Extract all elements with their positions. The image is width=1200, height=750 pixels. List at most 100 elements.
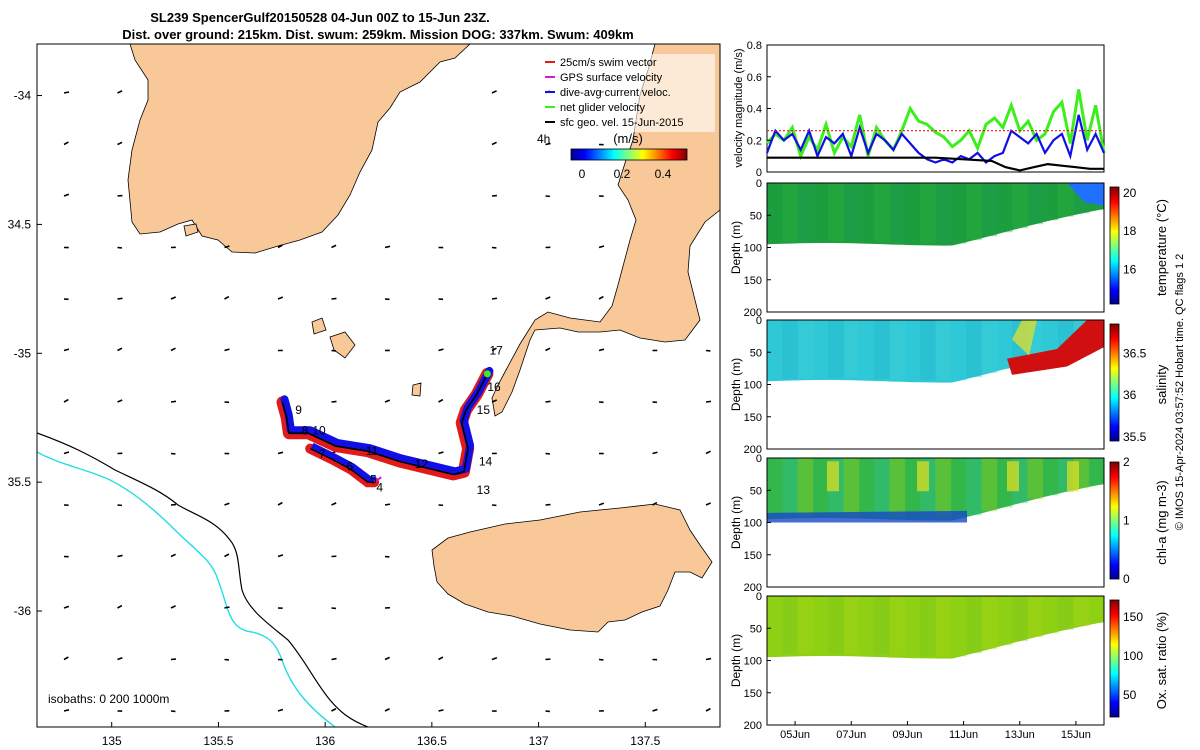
map-x-tick-label: 137.5 [630,734,660,748]
geo-arrow [224,553,230,558]
section-field-stripe [874,596,890,655]
section-y-label: Depth (m) [729,496,743,549]
velocity-y-tick-label: 0.4 [747,104,762,116]
figure-title-line2: Dist. over ground: 215km. Dist. swum: 25… [122,27,634,42]
section-field-stripe [858,596,875,655]
section-y-tick-label: 200 [744,720,762,732]
geo-arrow [63,398,69,403]
colorbar-gradient [570,148,688,161]
section-field-stripe [767,183,783,243]
section-field-stripe [782,183,799,242]
section-field-stripe [767,320,783,380]
section-y-label: Depth (m) [729,358,743,411]
day-marker-label: 12 [415,457,429,471]
geo-arrow [598,295,604,300]
geo-arrow [224,245,230,249]
geo-arrow [117,554,123,558]
dive-avg-current-branch [310,442,377,483]
geo-arrow [705,502,712,506]
geo-arrow [384,503,391,506]
section-field-stripe [828,320,845,378]
map-y-tick-label: -35 [14,346,32,360]
section-y-tick-label: 50 [750,210,762,222]
day-marker-label: 13 [477,483,491,497]
geo-arrow [224,348,230,352]
glider-track [276,366,494,488]
section-field-stripe [813,320,829,379]
geo-arrow [224,502,230,506]
glider-track-branch-line [309,447,375,483]
legend-label: net glider velocity [560,102,645,114]
geo-arrow [384,245,391,249]
section-x-tick-label: 05Jun [780,729,810,741]
map-x-ticks: 135 135.5 136 136.5 137 137.5 [102,722,661,748]
day-marker-label: 9 [295,403,302,417]
geo-arrow [652,451,658,455]
day-marker-label: 4 [376,480,383,494]
section-field-stripe [1073,596,1090,627]
day-marker-label: 14 [479,455,493,469]
section-field-stripe [843,320,860,379]
velocity-y-tick-label: 0 [756,167,762,179]
geo-arrow [705,450,711,455]
land-islands [183,223,422,397]
geo-arrow [384,708,390,712]
section-field-stripe [1012,596,1028,642]
geo-arrow [760,400,765,402]
geo-arrow [170,400,177,403]
chl-high-patch [917,461,929,492]
geo-arrow [705,400,712,403]
velocity-panel: 0 0.2 0.4 0.6 0.8 velocity magnitude (m/s) [733,40,1106,179]
section-field-stripe [1088,596,1105,623]
day-marker-label: 8 [302,424,309,438]
legend-label: dive-avg current veloc. [560,87,671,99]
section-field-stripe [904,183,921,243]
geo-arrow [705,657,712,661]
map-colorbar: 4h (m/s) 0 0.2 0.4 [537,131,688,181]
section-y-tick-label: 150 [744,688,762,700]
geo-arrow [63,605,70,609]
section-colorbar-label: Ox. sat. ratio (%) [1154,612,1169,710]
section-colorbar-tick: 150 [1123,610,1143,624]
section-x-tick-label: 07Jun [836,729,866,741]
geo-arrow [117,297,123,300]
land-eyre-peninsula [127,44,471,254]
section-field-stripe [920,596,936,657]
geo-arrow [598,245,605,249]
section-y-tick-label: 50 [750,347,762,359]
section-colorbar-tick: 18 [1123,224,1137,238]
section-field-stripe [782,458,799,517]
section-field-stripe [1058,183,1074,217]
section-field-stripe [858,458,875,517]
geo-arrow [170,605,176,609]
section-y-tick-label: 0 [756,178,762,190]
section-field-stripe [874,320,890,379]
map-y-tick-label: 35.5 [8,475,32,489]
chl-high-patch [1007,461,1019,492]
section-y-tick-label: 0 [756,591,762,603]
geo-arrow [545,400,551,403]
section-y-tick-label: 100 [744,243,762,255]
map-y-tick-label: -36 [14,604,32,618]
map-x-tick-label: 135.5 [203,734,233,748]
geo-arrow [384,399,391,403]
section-field-stripe [981,320,998,374]
geo-arrow [438,451,444,455]
section-field-stripe [981,183,998,237]
section-field-stripe [1027,596,1044,638]
qc-timestamp-note: © IMOS 15-Apr-2024 03:57:52 Hobart time.… [1174,254,1186,531]
chl-high-patch [1067,461,1079,492]
section-colorbar [1109,461,1120,580]
section-y-tick-label: 100 [744,518,762,530]
geo-arrow [117,347,123,352]
velocity-series-line [765,114,1106,164]
geo-arrow [598,348,605,352]
geo-arrow [438,656,444,661]
section-colorbar-label: temperature (°C) [1154,199,1169,296]
section-field-stripe [935,320,952,381]
section-field-stripe [889,320,906,380]
section-colorbar-label: salinity [1154,364,1169,404]
geo-arrow [491,347,497,352]
